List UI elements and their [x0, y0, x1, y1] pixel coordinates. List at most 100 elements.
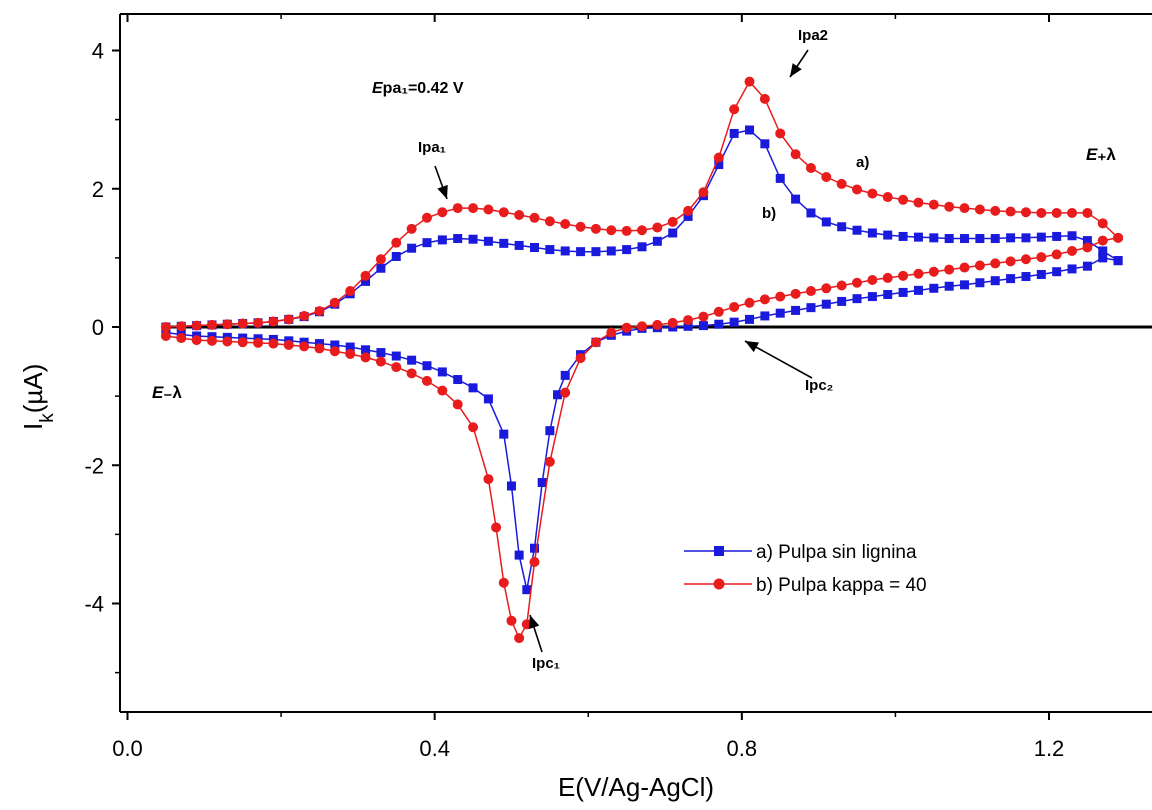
data-point	[883, 230, 893, 240]
data-point	[360, 352, 371, 363]
y-axis-title-subscript: k	[37, 413, 58, 423]
data-point	[821, 299, 831, 309]
data-point	[990, 276, 1000, 286]
data-point	[1036, 232, 1046, 242]
data-point	[975, 234, 985, 244]
data-point	[1036, 269, 1046, 279]
data-point	[560, 370, 570, 380]
data-point	[837, 296, 847, 306]
data-point	[622, 245, 632, 255]
data-point	[805, 286, 816, 297]
data-point	[498, 207, 509, 218]
data-point	[944, 234, 954, 244]
y-tick-label: 0	[92, 315, 104, 340]
data-point	[652, 236, 662, 246]
data-point	[760, 139, 770, 149]
data-point	[468, 203, 479, 214]
curve-b-label: b)	[762, 205, 776, 222]
data-point	[468, 234, 478, 244]
data-point	[591, 247, 601, 257]
data-point	[1113, 232, 1124, 243]
y-tick-label: -2	[84, 453, 104, 478]
data-point	[375, 356, 386, 367]
x-tick-label: 0.0	[112, 736, 143, 761]
data-point	[852, 184, 863, 195]
data-point	[745, 314, 755, 324]
data-point	[883, 290, 893, 300]
data-point	[1082, 261, 1092, 271]
data-point	[974, 260, 985, 271]
data-point	[376, 263, 386, 273]
data-point	[944, 264, 955, 275]
y-axis-title-main: I	[18, 423, 48, 430]
data-point	[314, 306, 325, 317]
data-point	[867, 292, 877, 302]
x-tick-label: 0.4	[419, 736, 450, 761]
data-point	[1005, 206, 1016, 217]
data-point	[345, 286, 356, 297]
data-point	[575, 353, 586, 364]
data-point	[590, 337, 601, 348]
data-point	[544, 456, 555, 467]
data-point	[160, 322, 171, 332]
data-point	[237, 318, 248, 329]
data-point	[683, 321, 693, 331]
data-point	[1113, 256, 1123, 266]
data-point	[974, 204, 985, 215]
data-point	[775, 308, 785, 318]
data-point	[1051, 207, 1062, 218]
data-point	[437, 367, 447, 377]
data-point	[806, 303, 816, 313]
data-point	[1067, 231, 1077, 241]
data-point	[837, 222, 847, 232]
data-point	[483, 204, 494, 215]
data-point	[506, 481, 516, 491]
annotation-layer: Epa₁=0.42 V Ipa₁ Ipa2 a) b) E₊λ E₋λ Ipc₂ Ipc₁	[152, 27, 1116, 672]
y-axis-title-unit: (µA)	[18, 364, 48, 414]
data-point	[1067, 264, 1077, 274]
data-point	[545, 426, 555, 436]
legend-label: a) Pulpa sin lignina	[756, 542, 917, 563]
data-point	[637, 321, 648, 332]
series-layer	[160, 76, 1124, 644]
data-point	[621, 322, 632, 333]
data-point	[775, 128, 786, 139]
data-point	[852, 294, 862, 304]
data-point	[1005, 256, 1016, 267]
y-tick-label: 2	[92, 177, 104, 202]
data-point	[683, 211, 693, 221]
data-point	[491, 522, 502, 533]
data-point	[990, 258, 1001, 269]
data-point	[1020, 254, 1031, 265]
data-point	[698, 187, 709, 198]
data-point	[1082, 207, 1093, 218]
data-point	[360, 270, 371, 281]
data-point	[714, 160, 724, 170]
data-point	[745, 125, 755, 135]
x-tick-label: 1.2	[1034, 736, 1065, 761]
x-tick-label: 0.8	[727, 736, 758, 761]
data-point	[744, 76, 755, 87]
data-point	[960, 280, 970, 290]
data-point	[1082, 242, 1093, 253]
data-point	[744, 297, 755, 308]
data-point	[668, 228, 678, 238]
data-point	[421, 212, 432, 223]
data-point	[867, 228, 877, 238]
data-point	[330, 340, 340, 350]
data-point	[537, 478, 547, 488]
data-point	[805, 163, 816, 174]
data-point	[1036, 207, 1047, 218]
data-point	[514, 240, 524, 250]
data-point	[406, 223, 417, 234]
data-point	[836, 280, 847, 291]
data-point	[191, 320, 202, 331]
y-tick-label: 4	[92, 39, 104, 64]
data-point	[1021, 272, 1031, 282]
data-point	[407, 243, 417, 253]
data-point	[852, 277, 863, 288]
data-point	[1097, 235, 1108, 246]
data-point	[1067, 245, 1078, 256]
data-point	[361, 276, 371, 286]
